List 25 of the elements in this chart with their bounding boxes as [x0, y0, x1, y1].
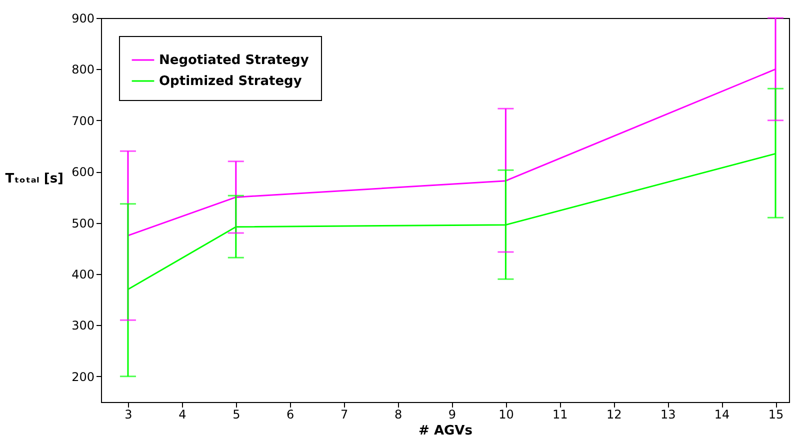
x-tick-label: 11 [552, 408, 568, 422]
y-tick-label: 600 [72, 165, 94, 180]
legend-label: Negotiated Strategy [159, 53, 310, 68]
y-tick-label: 500 [72, 216, 94, 230]
x-tick-label: 8 [394, 408, 402, 422]
y-tick-label: 800 [72, 62, 94, 77]
x-tick-label: 5 [232, 408, 240, 422]
x-tick-label: 4 [178, 408, 186, 422]
x-tick-label: 9 [448, 408, 456, 422]
y-axis-title: Tₜₒₜₐₗ [s] [5, 172, 64, 186]
x-tick-label: 14 [714, 408, 730, 422]
x-tick-label: 7 [340, 408, 348, 422]
x-tick-label: 6 [286, 408, 294, 422]
y-tick-label: 400 [72, 268, 94, 282]
x-tick-label: 13 [660, 408, 676, 422]
x-tick-label: 15 [768, 408, 784, 422]
y-tick-label: 300 [72, 318, 94, 333]
legend-label: Optimized Strategy [159, 74, 302, 89]
x-tick-label: 12 [606, 408, 622, 422]
y-tick-label: 700 [72, 114, 94, 128]
y-tick-label: 900 [72, 12, 94, 26]
x-tick-label: 3 [124, 408, 132, 422]
x-axis-title: # AGVs [418, 424, 473, 436]
y-tick-label: 200 [72, 370, 94, 384]
x-tick-label: 10 [498, 408, 514, 422]
